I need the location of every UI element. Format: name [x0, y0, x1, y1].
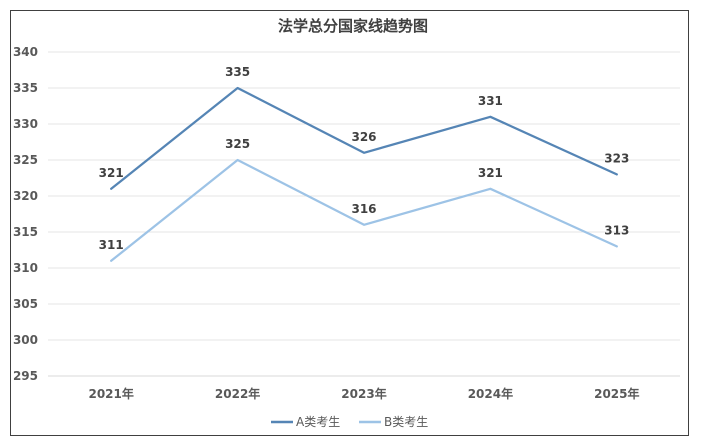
data-label: 313	[604, 223, 629, 237]
series-line	[110, 86, 618, 190]
y-tick-label: 335	[13, 81, 38, 95]
legend: A类考生 B类考生	[271, 415, 428, 429]
x-axis-ticks: 2021年 2022年 2023年 2024年 2025年	[88, 386, 639, 401]
x-tick-label: 2021年	[88, 386, 133, 401]
y-tick-label: 305	[13, 297, 38, 311]
data-label: 331	[478, 94, 503, 108]
y-tick-label: 300	[13, 333, 38, 347]
y-tick-label: 310	[13, 261, 38, 275]
data-label: 321	[478, 166, 503, 180]
data-label: 325	[225, 137, 250, 151]
data-labels: 321 335 326 331 323 311 325 316 321 313	[99, 65, 630, 252]
legend-label: B类考生	[384, 415, 428, 429]
x-tick-label: 2023年	[341, 386, 386, 401]
data-label: 316	[351, 202, 376, 216]
data-label: 323	[604, 151, 629, 165]
x-tick-label: 2024年	[468, 386, 513, 401]
chart-title: 法学总分国家线趋势图	[278, 17, 428, 35]
gridlines	[48, 51, 680, 377]
series-lines	[110, 86, 618, 262]
y-tick-label: 315	[13, 225, 38, 239]
x-tick-label: 2022年	[215, 386, 260, 401]
y-tick-label: 295	[13, 369, 38, 383]
y-tick-label: 340	[13, 45, 38, 59]
chart-frame	[10, 10, 689, 436]
legend-label: A类考生	[296, 415, 340, 429]
data-label: 326	[351, 130, 376, 144]
series-line	[110, 158, 618, 262]
data-label: 335	[225, 65, 250, 79]
y-tick-label: 320	[13, 189, 38, 203]
y-tick-label: 330	[13, 117, 38, 131]
y-tick-label: 325	[13, 153, 38, 167]
data-label: 311	[99, 238, 124, 252]
data-label: 321	[99, 166, 124, 180]
x-tick-label: 2025年	[594, 386, 639, 401]
y-axis-ticks: 295 300 305 310 315 320 325 330 335 340	[13, 45, 38, 383]
